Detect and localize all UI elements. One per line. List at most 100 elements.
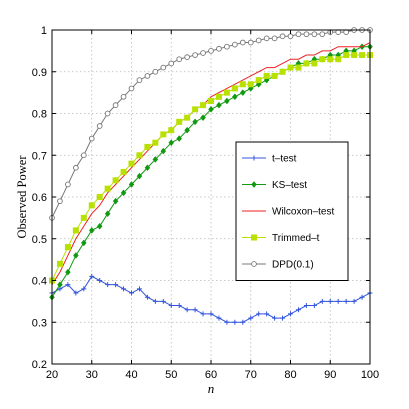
series-trimmed-t-marker (144, 143, 151, 150)
series-dpd-0-1-marker (112, 102, 119, 109)
series-trimmed-t-marker (192, 106, 199, 113)
series-ks-test-marker (160, 147, 167, 155)
series-t-test-marker (184, 307, 190, 313)
series-t-test-marker (280, 315, 286, 321)
series-t-test-marker (129, 290, 134, 296)
series-t-test-marker (113, 282, 119, 288)
y-tick-label: 0.7 (32, 150, 47, 162)
series-ks-test-marker (57, 281, 63, 289)
y-tick-label: 1 (41, 25, 47, 37)
series-trimmed-t-marker (200, 102, 207, 109)
series-trimmed-t-marker (160, 131, 167, 138)
series-dpd-0-1-marker (247, 39, 254, 46)
series-t-test-marker (295, 307, 301, 313)
series-t-test-marker (97, 278, 103, 283)
series-dpd-0-1-marker (176, 56, 183, 63)
series-dpd-0-1-marker (168, 60, 175, 67)
legend-ks-test-label: KS–test (272, 180, 307, 191)
y-tick-label: 0.2 (32, 359, 47, 371)
series-t-test-marker (264, 311, 270, 317)
x-tick-label: 90 (324, 369, 336, 381)
y-tick-label: 0.9 (32, 67, 47, 79)
series-trimmed-t-marker (223, 89, 230, 96)
series-dpd-0-1-marker (72, 164, 79, 171)
series-t-test-marker (200, 311, 206, 317)
series-ks-test-marker (96, 222, 103, 230)
series-dpd-0-1-marker (216, 45, 222, 52)
series-trimmed-t-marker (72, 227, 79, 234)
series-t-test-marker (168, 303, 174, 309)
series-trimmed-t-marker (64, 244, 71, 251)
series-trimmed-t-marker (295, 64, 302, 71)
series-dpd-0-1-marker (239, 39, 246, 46)
series-dpd-0-1-marker (184, 54, 191, 60)
series-ks-test-marker (200, 114, 206, 122)
series-trimmed-t-marker (112, 177, 119, 184)
series-t-test-marker (81, 286, 87, 292)
y-tick-label: 0.6 (32, 192, 47, 204)
series-wilcoxon-test-line (51, 42, 371, 285)
series-ks-test-marker (128, 181, 135, 188)
series-dpd-0-1-marker (144, 73, 151, 79)
series-trimmed-t-marker (104, 185, 111, 192)
series-t-test-marker (105, 282, 111, 288)
series-trimmed-t-marker (56, 260, 63, 267)
series-dpd-0-1-marker (65, 181, 71, 188)
series-trimmed-t-marker (343, 52, 350, 59)
series-t-test (49, 273, 373, 325)
series-trimmed-t-marker (80, 214, 87, 221)
series-trimmed-t-marker (208, 97, 214, 104)
x-tick-label: 70 (245, 369, 257, 381)
legend-trimmed-t-label: Trimmed–t (272, 233, 320, 244)
x-axis-label: n (208, 381, 215, 396)
series-ks-test-marker (216, 101, 222, 109)
series-trimmed-t-marker (263, 72, 270, 79)
series-dpd-0-1-marker (128, 85, 135, 92)
series-ks-test-marker (208, 105, 214, 113)
series-dpd-0-1-marker (255, 37, 262, 44)
series-trimmed-t-marker (247, 81, 254, 88)
axis-layer: 20 30 40 50 60 70 80 90 100 0.2 0.3 0.4 0.5 0.6 0.7 0.8… (32, 25, 379, 381)
series-trimmed-t-marker (136, 152, 143, 159)
series-trimmed-t-marker (271, 72, 278, 79)
series-t-test-marker (144, 294, 150, 300)
legend-dpd-0-1-marker (251, 261, 257, 267)
series-t-test-marker (224, 319, 230, 325)
y-tick-label: 0.3 (32, 317, 47, 329)
series-t-test-marker (327, 298, 333, 304)
series-trimmed-t-marker (128, 160, 135, 167)
series-dpd-0-1-marker (192, 52, 198, 58)
series-t-test-marker (89, 273, 95, 279)
series-trimmed-t (49, 52, 373, 284)
series-t-test-marker (240, 319, 246, 325)
series-dpd-0-1-marker (57, 198, 63, 205)
series-dpd-0-1-marker (295, 31, 302, 38)
series-wilcoxon-test (51, 42, 371, 285)
series-trimmed-t-marker (255, 77, 262, 84)
series-trimmed-t-marker (327, 56, 334, 63)
legend-dpd-0-1-label: DPD(0.1) (272, 260, 314, 271)
series-ks-test-marker (176, 135, 183, 142)
series-dpd-0-1-marker (232, 41, 238, 48)
legend-t-test-label: t–test (272, 154, 297, 165)
series-dpd-0-1-marker (224, 43, 230, 50)
x-tick-label: 100 (361, 369, 379, 381)
series-ks-test-marker (120, 189, 127, 197)
series-t-test-marker (288, 311, 293, 317)
series-t-test-marker (272, 315, 278, 321)
series-trimmed-t-marker (88, 202, 95, 209)
series-dpd-0-1-marker (80, 152, 87, 159)
series-t-test-marker (121, 286, 127, 292)
series-t-test-marker (248, 315, 254, 321)
series-t-test-marker (65, 282, 71, 288)
x-tick-label: 40 (125, 369, 137, 381)
series-ks-test-marker (232, 93, 238, 101)
y-tick-label: 0.4 (32, 276, 47, 288)
series-dpd-0-1-marker (319, 31, 326, 38)
series-dpd-0-1-marker (152, 68, 159, 75)
x-tick-label: 60 (205, 369, 217, 381)
legend: t–test KS–test Wilcoxon–test Trimmed–t DPD(0… (235, 141, 349, 281)
series-dpd-0-1-marker (208, 48, 214, 54)
series-ks-test-marker (144, 164, 151, 172)
